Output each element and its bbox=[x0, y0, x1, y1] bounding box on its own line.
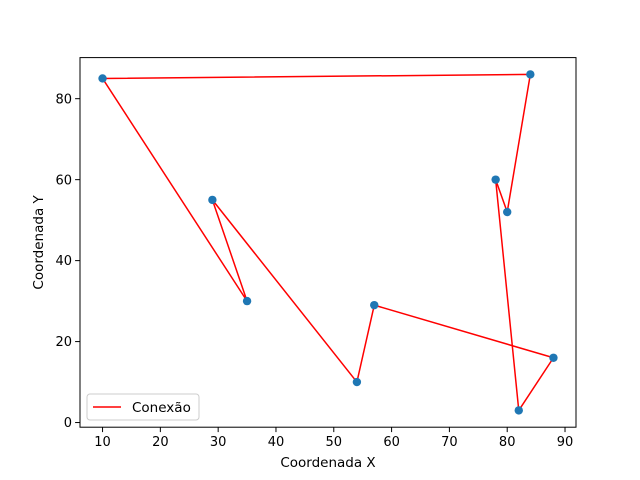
scatter-point bbox=[491, 175, 500, 184]
plot-area bbox=[80, 57, 576, 428]
x-tick-label: 90 bbox=[557, 435, 574, 450]
x-tick-label: 30 bbox=[210, 435, 227, 450]
scatter-point bbox=[526, 70, 535, 79]
y-tick-label: 60 bbox=[55, 173, 72, 188]
y-tick-label: 80 bbox=[55, 92, 72, 107]
x-tick-label: 70 bbox=[441, 435, 458, 450]
x-tick-label: 40 bbox=[268, 435, 285, 450]
legend: Conexão bbox=[86, 393, 200, 421]
scatter-point bbox=[514, 406, 523, 415]
legend-frame bbox=[86, 393, 200, 421]
x-axis-ticks: 10 20 30 40 50 60 70 80 90 bbox=[94, 427, 573, 450]
x-tick-label: 50 bbox=[326, 435, 343, 450]
x-tick-label: 10 bbox=[94, 435, 111, 450]
y-axis-label: Coordenada Y bbox=[31, 194, 47, 289]
scatter-point bbox=[370, 300, 379, 310]
scatter-point bbox=[98, 74, 107, 83]
scatter-point bbox=[352, 377, 362, 387]
points-layer bbox=[98, 70, 558, 415]
x-tick-label: 80 bbox=[499, 435, 516, 450]
legend-label-conexao: Conexão bbox=[132, 400, 191, 416]
y-tick-label: 0 bbox=[64, 416, 72, 431]
y-tick-label: 40 bbox=[55, 254, 72, 269]
x-tick-label: 20 bbox=[152, 435, 169, 450]
plot-frame bbox=[79, 57, 577, 428]
scatter-point bbox=[242, 296, 252, 306]
x-tick-label: 60 bbox=[383, 435, 400, 450]
scatter-point bbox=[208, 195, 217, 205]
x-axis-label: Coordenada X bbox=[280, 455, 375, 471]
scatter-point bbox=[503, 207, 512, 217]
y-tick-label: 20 bbox=[55, 335, 72, 350]
scatter-point bbox=[549, 353, 558, 362]
y-axis-ticks: 0 20 40 60 80 bbox=[55, 92, 80, 431]
